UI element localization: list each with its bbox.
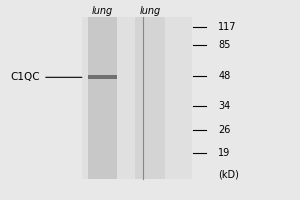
Text: lung: lung	[92, 6, 113, 16]
Text: 117: 117	[218, 22, 237, 32]
Text: lung: lung	[140, 6, 160, 16]
Text: 26: 26	[218, 125, 231, 135]
Text: 34: 34	[218, 101, 231, 111]
Bar	[135, 17, 165, 179]
Bar	[82, 17, 192, 179]
Bar	[88, 17, 117, 179]
Bar	[88, 75, 117, 79]
Text: (kD): (kD)	[218, 170, 239, 180]
Text: 19: 19	[218, 148, 231, 158]
Text: C1QC: C1QC	[11, 72, 40, 82]
Text: 48: 48	[218, 71, 231, 81]
Text: 85: 85	[218, 40, 231, 50]
